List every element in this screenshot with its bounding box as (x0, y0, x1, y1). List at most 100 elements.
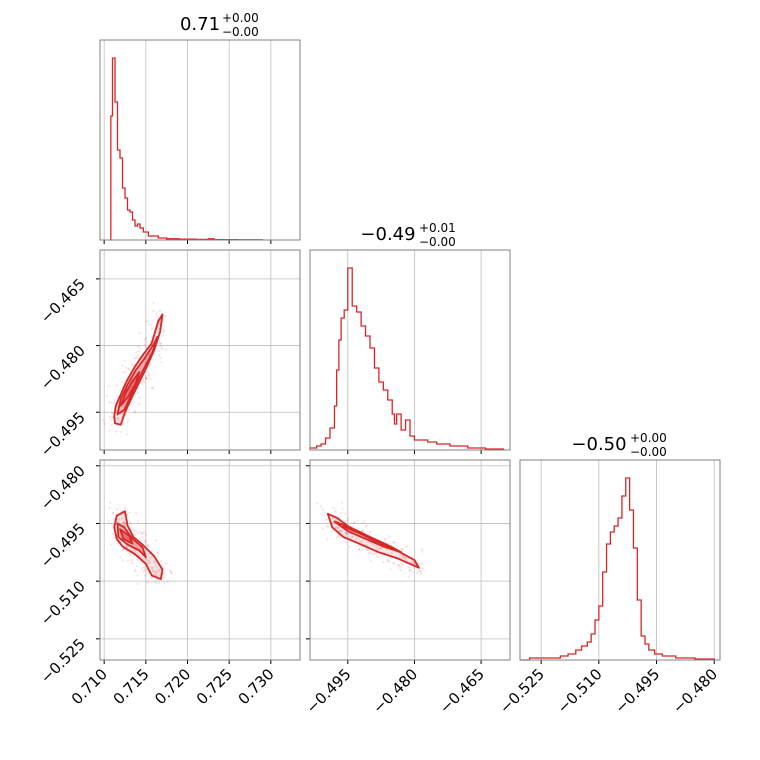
joint-point-2-164 (405, 545, 408, 548)
joint-point-2-87 (390, 551, 394, 554)
joint-point-1-131 (122, 523, 126, 527)
joint-point-1-168 (169, 571, 173, 574)
joint-point-1-218 (123, 521, 126, 524)
joint-point-0-143 (141, 380, 144, 383)
joint-point-1-25 (110, 522, 113, 525)
joint-point-1-20 (143, 567, 146, 570)
joint-point-0-4 (121, 364, 124, 368)
joint-point-1-16 (126, 559, 130, 562)
joint-point-1-126 (154, 571, 158, 574)
joint-point-0-78 (137, 350, 141, 353)
joint-point-0-105 (135, 351, 138, 354)
joint-point-2-41 (345, 541, 348, 544)
joint-point-2-16 (327, 525, 330, 528)
joint-point-1-164 (109, 501, 112, 504)
joint-point-1-15 (140, 532, 143, 535)
joint-point-0-62 (123, 359, 126, 362)
joint-contour-1-2 (119, 528, 134, 545)
joint-point-0-11 (147, 323, 151, 326)
joint-point-2-23 (348, 545, 351, 549)
joint-point-2-189 (331, 521, 335, 525)
joint-point-2-177 (375, 555, 378, 558)
joint-point-0-176 (160, 361, 163, 364)
joint-point-2-76 (366, 549, 370, 552)
joint-point-1-173 (118, 517, 121, 521)
joint-point-0-149 (108, 415, 112, 419)
joint-point-1-122 (134, 568, 137, 571)
joint-point-1-157 (133, 550, 136, 553)
joint-point-0-74 (150, 327, 154, 330)
joint-point-2-64 (335, 536, 339, 539)
joint-point-0-94 (124, 366, 127, 369)
joint-point-1-155 (151, 569, 155, 572)
joint-point-2-18 (400, 561, 403, 565)
joint-point-0-82 (136, 354, 139, 358)
joint-point-2-153 (334, 526, 337, 530)
joint-contour-0-2 (119, 371, 141, 407)
joint-point-1-208 (136, 531, 139, 534)
joint-point-2-42 (411, 566, 415, 570)
joint-point-0-131 (117, 419, 120, 422)
joint-point-1-74 (154, 573, 157, 576)
joint-point-2-134 (398, 564, 401, 567)
joint-point-1-41 (156, 568, 159, 571)
joint-point-0-79 (128, 388, 131, 392)
joint-point-2-128 (422, 567, 425, 570)
joint-point-2-192 (402, 555, 405, 559)
joint-point-2-106 (412, 562, 416, 565)
joint-point-2-175 (421, 562, 424, 565)
joint-point-1-12 (136, 564, 139, 568)
joint-point-0-18 (163, 315, 167, 318)
joint-point-2-165 (399, 568, 402, 571)
joint-point-2-57 (400, 565, 403, 568)
joint-point-1-93 (112, 518, 116, 521)
joint-point-2-63 (379, 546, 382, 549)
hist-panel-0 (99, 39, 301, 244)
joint-point-2-92 (322, 513, 325, 517)
joint-point-0-134 (146, 377, 149, 380)
joint-point-1-170 (142, 558, 146, 561)
joint-point-2-58 (386, 558, 389, 562)
joint-point-2-202 (337, 535, 341, 538)
joint-point-2-27 (321, 527, 324, 530)
joint-point-2-72 (376, 545, 379, 548)
joint-point-1-32 (147, 545, 150, 549)
joint-point-2-156 (345, 531, 348, 534)
joint-point-2-104 (402, 563, 405, 566)
xtick-label-0-1: 0.715 (110, 665, 153, 708)
joint-point-2-70 (396, 564, 399, 567)
joint-point-1-162 (123, 522, 126, 525)
joint-point-2-135 (351, 535, 354, 539)
joint-point-0-181 (110, 418, 113, 422)
joint-point-0-28 (143, 381, 146, 384)
joint-point-1-61 (153, 559, 156, 563)
joint-point-0-195 (138, 402, 141, 406)
xtick-label-0-4: 0.730 (235, 665, 278, 708)
joint-point-1-178 (152, 569, 155, 573)
joint-point-1-136 (141, 532, 144, 535)
joint-point-0-16 (144, 377, 148, 381)
joint-point-2-49 (367, 552, 370, 555)
xtick-label-0-3: 0.725 (193, 665, 236, 708)
joint-point-1-161 (120, 509, 123, 513)
joint-point-2-107 (361, 529, 364, 532)
joint-point-2-139 (408, 566, 411, 569)
joint-point-1-111 (132, 529, 135, 532)
joint-point-0-146 (150, 336, 153, 339)
joint-point-2-50 (341, 507, 344, 510)
joint-point-2-159 (405, 559, 408, 562)
joint-point-0-83 (148, 378, 152, 381)
joint-point-1-2 (139, 539, 142, 542)
joint-point-0-188 (157, 349, 160, 353)
joint-point-2-171 (336, 526, 339, 530)
joint-point-0-101 (120, 412, 124, 416)
joint-point-0-43 (152, 309, 155, 313)
joint-point-1-71 (107, 519, 110, 523)
joint-point-1-24 (111, 511, 115, 514)
joint-point-2-105 (382, 561, 385, 564)
joint-point-1-50 (136, 582, 139, 586)
joint-point-0-87 (107, 384, 110, 387)
joint-point-0-159 (155, 312, 158, 315)
joint-point-1-209 (115, 508, 119, 511)
joint-point-1-117 (141, 536, 144, 539)
